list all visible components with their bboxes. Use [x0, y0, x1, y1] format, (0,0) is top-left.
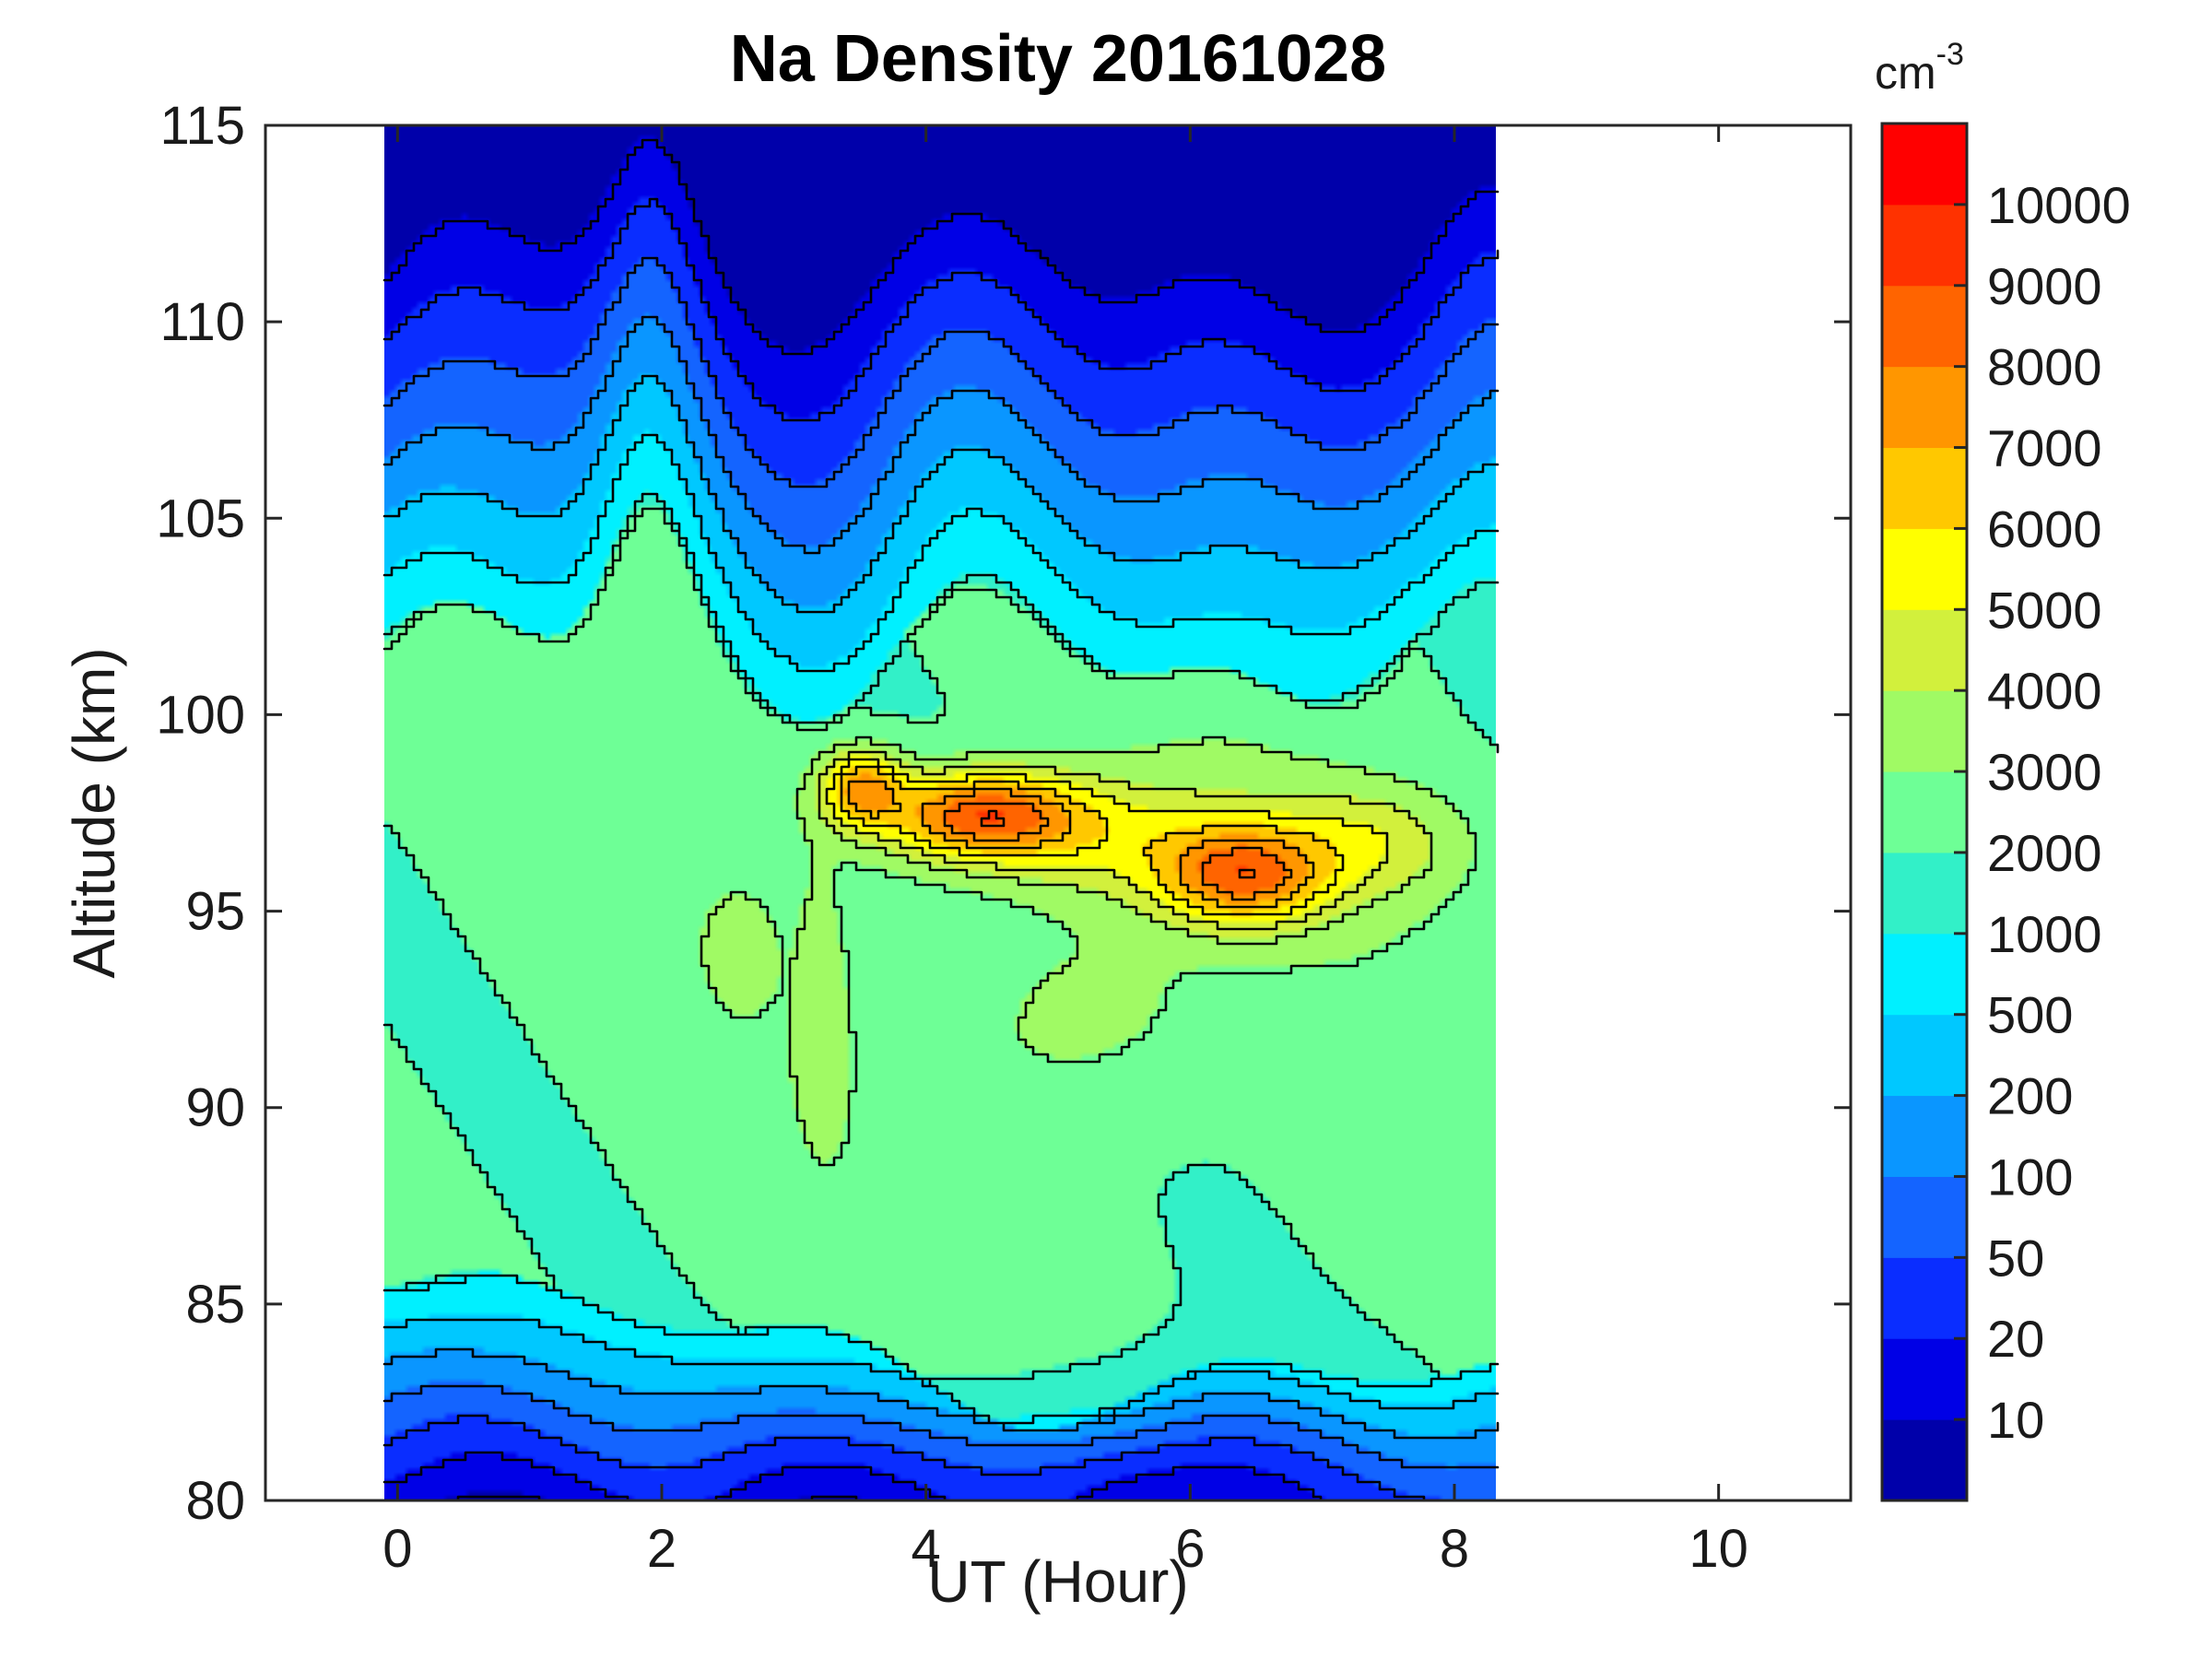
y-tick-label: 110 [160, 292, 245, 352]
x-tick-label: 6 [1175, 1519, 1205, 1579]
colorbar-label: 7000 [1987, 419, 2102, 477]
colorbar-band [1882, 1176, 1967, 1258]
colorbar-label: 5000 [1987, 581, 2102, 639]
y-axis-label: Altitude (km) [61, 647, 127, 978]
colorbar-band [1882, 204, 1967, 287]
colorbar-band [1882, 285, 1967, 368]
colorbar-label: 200 [1987, 1067, 2073, 1125]
y-tick-label: 115 [160, 96, 245, 156]
colorbar-band [1882, 1257, 1967, 1339]
colorbar-band [1882, 1419, 1967, 1501]
y-tick-label: 105 [156, 488, 245, 548]
chart-title: Na Density 20161028 [730, 22, 1386, 96]
colorbar-band [1882, 1014, 1967, 1097]
colorbar-label: 10 [1987, 1391, 2044, 1449]
x-tick-label: 8 [1440, 1519, 1469, 1579]
density-field [384, 125, 1496, 1500]
y-tick-label: 90 [185, 1078, 245, 1138]
colorbar-label: 4000 [1987, 662, 2102, 720]
y-tick-label: 85 [185, 1275, 245, 1335]
colorbar-label: 3000 [1987, 743, 2102, 801]
colorbar-label: 100 [1987, 1147, 2073, 1206]
colorbar-label: 1000 [1987, 905, 2102, 963]
colorbar-band [1882, 447, 1967, 529]
colorbar-band [1882, 124, 1967, 206]
colorbar: 10 20 50 100 200 500 1000 2000 3000 4000 5000 6000 7… [1880, 122, 2131, 1502]
colorbar-label: 9000 [1987, 257, 2102, 315]
colorbar-label: 8000 [1987, 338, 2102, 396]
colorbar-band [1882, 1338, 1967, 1420]
y-tick-label: 95 [185, 882, 245, 942]
colorbar-band [1882, 771, 1967, 853]
colorbar-unit: cm-3 [1875, 37, 1964, 99]
colorbar-label: 50 [1987, 1229, 2044, 1287]
x-tick-label: 4 [912, 1519, 941, 1579]
x-tick-label: 2 [647, 1519, 677, 1579]
x-tick-label: 0 [382, 1519, 412, 1579]
colorbar-band [1882, 690, 1967, 772]
colorbar-band [1882, 528, 1967, 610]
y-tick-label: 80 [185, 1471, 245, 1531]
colorbar-label: 500 [1987, 986, 2073, 1044]
colorbar-label: 10000 [1987, 176, 2131, 234]
colorbar-band [1882, 852, 1967, 935]
plot-frame [264, 124, 1853, 1502]
colorbar-label: 20 [1987, 1310, 2044, 1368]
colorbar-band [1882, 1095, 1967, 1177]
plot-area [265, 125, 1851, 1500]
colorbar-label: 2000 [1987, 824, 2102, 882]
colorbar-label: 6000 [1987, 500, 2102, 558]
colorbar-band [1882, 933, 1967, 1016]
x-axis-label: UT (Hour) [927, 1548, 1188, 1615]
y-tick-label: 100 [156, 685, 245, 745]
contour-lines [382, 138, 1500, 1500]
axes: 0 2 4 6 8 10 80 85 90 95 100 105 110 115 [156, 96, 1853, 1579]
colorbar-band [1882, 366, 1967, 449]
colorbar-band [1882, 609, 1967, 691]
x-tick-label: 10 [1688, 1519, 1748, 1579]
colorbar-frame [1880, 122, 1969, 1502]
